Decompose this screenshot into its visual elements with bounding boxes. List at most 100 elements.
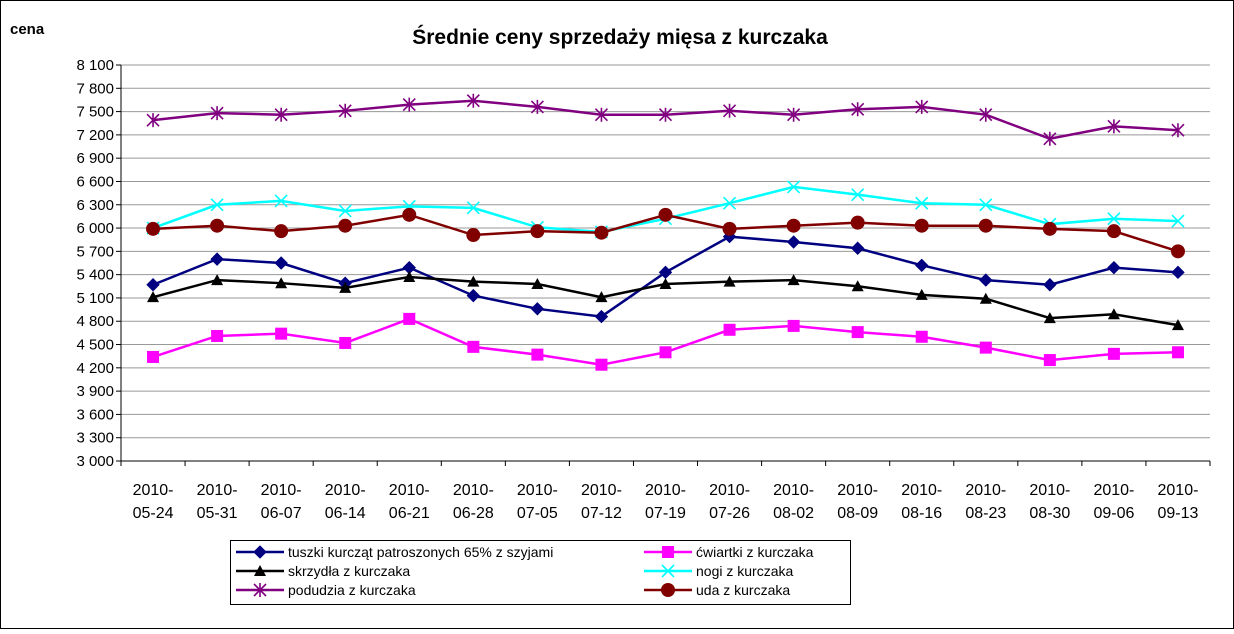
y-tick-label: 3 000 (76, 453, 114, 470)
marker (659, 346, 672, 359)
marker (787, 274, 800, 286)
marker (659, 277, 672, 289)
y-tick-label: 5 700 (76, 243, 114, 260)
marker (531, 348, 544, 361)
x-tick-label: 2010-09-13 (1158, 482, 1199, 522)
x-tick-label: 2010-08-09 (837, 482, 878, 522)
y-tick-label: 4 800 (76, 313, 114, 330)
marker (210, 218, 225, 233)
marker (146, 113, 160, 128)
marker (915, 196, 929, 210)
marker (851, 280, 864, 292)
marker (915, 288, 928, 300)
marker (979, 273, 993, 287)
marker (1171, 123, 1185, 138)
marker (147, 350, 160, 363)
marker (851, 326, 864, 339)
marker (979, 107, 993, 122)
marker (979, 198, 993, 212)
marker (274, 107, 288, 122)
marker (146, 278, 160, 292)
marker (402, 97, 416, 112)
marker (1043, 131, 1057, 146)
x-tick-label: 2010-07-26 (709, 482, 750, 522)
chart-title: Średnie ceny sprzedaży mięsa z kurczaka (412, 25, 828, 49)
marker (787, 180, 801, 194)
marker (978, 218, 993, 233)
marker (274, 194, 288, 208)
marker (723, 275, 736, 287)
marker (915, 258, 929, 273)
marker (850, 241, 865, 255)
y-tick-label: 3 300 (76, 430, 114, 447)
marker (1171, 265, 1185, 280)
marker (254, 565, 266, 576)
y-tick-label: 6 300 (76, 197, 114, 214)
legend-label: nogi z kurczaka (696, 563, 793, 579)
x-tick-label: 2010-06-21 (389, 482, 430, 522)
legend-label: podudzia z kurczaka (288, 582, 416, 598)
legend-label: tuszki kurcząt patroszonych 65% z szyjam… (288, 544, 553, 560)
marker (594, 107, 609, 122)
marker (466, 228, 481, 243)
y-tick-label: 6 900 (76, 150, 114, 167)
x-tick-label: 2010-09-06 (1093, 482, 1134, 522)
marker (851, 188, 865, 202)
y-tick-label: 4 500 (76, 337, 114, 354)
legend-label: uda z kurczaka (696, 582, 790, 598)
marker (1170, 244, 1185, 259)
marker (1107, 212, 1121, 226)
marker (466, 201, 480, 215)
marker (531, 277, 544, 289)
x-tick-label: 2010-05-31 (197, 482, 238, 522)
marker (1107, 260, 1121, 275)
marker (253, 545, 267, 559)
x-tick-label: 2010-07-05 (517, 482, 558, 522)
x-tick-label: 2010-08-02 (773, 482, 814, 522)
x-tick-label: 2010-06-07 (261, 482, 302, 522)
marker (210, 106, 224, 121)
marker (661, 564, 675, 578)
marker (211, 274, 224, 286)
y-tick-label: 3 900 (76, 383, 114, 400)
marker (402, 207, 417, 222)
marker (1107, 347, 1120, 360)
marker (467, 275, 480, 287)
marker (595, 291, 608, 303)
marker (786, 218, 801, 233)
x-tick-label: 2010-06-28 (453, 482, 494, 522)
y-tick-label: 3 600 (76, 406, 114, 423)
marker (338, 103, 352, 118)
marker (850, 215, 865, 230)
marker (722, 103, 737, 118)
marker (661, 583, 675, 597)
x-tick-label: 2010-08-23 (965, 482, 1006, 522)
marker (979, 341, 992, 354)
marker (787, 319, 800, 332)
marker (658, 107, 673, 122)
marker (658, 207, 673, 222)
marker (339, 336, 352, 349)
marker (211, 329, 224, 342)
marker (338, 204, 352, 218)
marker (594, 225, 609, 240)
marker (915, 99, 929, 114)
marker (147, 291, 160, 303)
x-tick-label: 2010-07-12 (581, 482, 622, 522)
legend-label: skrzydła z kurczaka (288, 563, 410, 579)
y-tick-label: 7 200 (76, 127, 114, 144)
marker (722, 221, 737, 236)
marker (851, 102, 865, 117)
x-tick-label: 2010-07-19 (645, 482, 686, 522)
y-tick-label: 8 100 (76, 57, 114, 74)
marker (530, 302, 545, 316)
marker (274, 224, 289, 239)
y-tick-label: 7 800 (76, 80, 114, 97)
marker (253, 583, 267, 597)
marker (338, 218, 353, 233)
marker (787, 107, 801, 122)
marker (530, 224, 545, 239)
marker (1106, 224, 1121, 239)
